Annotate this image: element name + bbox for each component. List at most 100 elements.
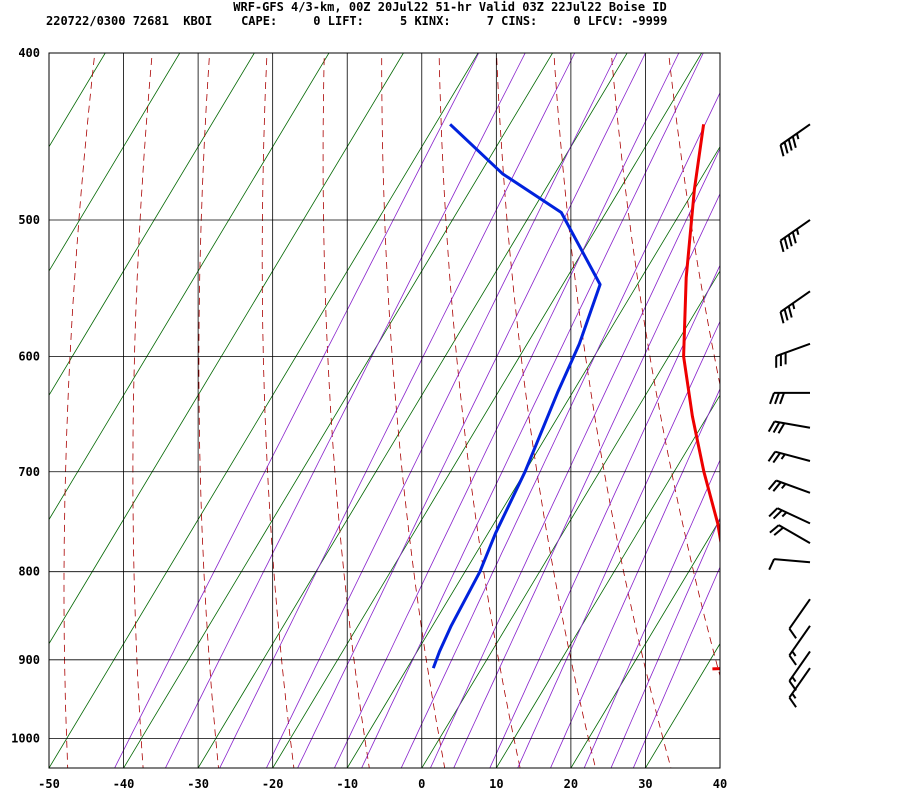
barb-feather (791, 231, 797, 244)
profile-series (431, 123, 720, 671)
wind-barb (779, 290, 811, 324)
barb-half-feather (791, 676, 797, 683)
x-tick-label: -40 (113, 777, 135, 791)
barb-feather (769, 392, 775, 405)
barb-feather (787, 138, 793, 151)
mixing-ratio-line (489, 264, 720, 768)
barb-feather (779, 240, 785, 253)
barb-staff (788, 625, 811, 656)
chart-title: WRF-GFS 4/3-km, 00Z 20Jul22 51-hr Valid … (233, 0, 667, 14)
isotherm-line (49, 53, 479, 768)
dry-adiabat-line (381, 53, 446, 768)
dry-adiabat-line (132, 53, 153, 768)
barb-feather (772, 421, 781, 434)
wind-barb (788, 598, 811, 639)
barb-staff (775, 479, 811, 494)
dry-adiabat-line (610, 53, 720, 678)
barb-half-feather (791, 303, 796, 310)
dry-adiabat-line (895, 34, 900, 775)
y-tick-label: 700 (18, 465, 40, 479)
mixing-ratio-line (453, 192, 720, 768)
dry-adiabat-line (838, 34, 900, 775)
barb-feather (772, 481, 782, 492)
isotherm-line (197, 53, 628, 768)
x-tick-label: 30 (638, 777, 652, 791)
y-tick-label: 800 (18, 565, 40, 579)
dry-adiabat-line (63, 53, 96, 768)
isotherm-line (49, 53, 181, 272)
dry-adiabat-line (781, 34, 900, 775)
barb-feather (788, 628, 797, 639)
barb-feather (767, 479, 777, 491)
barb-feather (783, 141, 789, 154)
barb-feather (773, 526, 784, 536)
barb-half-feather (780, 453, 786, 460)
barb-feather (774, 392, 780, 405)
barb-half-feather (781, 483, 787, 490)
x-tick-label: 40 (713, 777, 727, 791)
x-tick-label: -10 (336, 777, 358, 791)
dewpoint-line (431, 123, 602, 669)
x-tick-label: -50 (38, 777, 60, 791)
barb-feather (767, 421, 776, 433)
wind-barb (779, 219, 811, 253)
dry-adiabat-line (438, 53, 521, 768)
wind-barb (775, 342, 811, 368)
y-tick-label: 1000 (11, 732, 40, 746)
wind-barb (788, 667, 811, 708)
dry-adiabat-line (198, 53, 219, 768)
y-tick-label: 500 (18, 213, 40, 227)
barb-feather (788, 654, 797, 666)
mixing-ratio-line (610, 516, 720, 768)
barb-half-feather (795, 133, 800, 140)
wind-barb (767, 450, 811, 464)
barb-staff (788, 598, 811, 630)
barb-feather (772, 509, 783, 520)
barb-staff (774, 450, 811, 462)
barb-feather (787, 234, 793, 247)
isotherm-line (49, 53, 255, 397)
isotherm-line (346, 145, 720, 768)
barb-feather (779, 144, 785, 157)
isotherm-line (123, 53, 554, 768)
wind-barbs (767, 123, 811, 708)
y-tick-label: 600 (18, 349, 40, 363)
mixing-ratio-line (114, 53, 480, 768)
x-tick-label: 20 (564, 777, 578, 791)
temperature-line (682, 124, 720, 671)
background-lines (49, 34, 900, 775)
barb-feather (791, 136, 797, 148)
barb-staff (774, 420, 811, 429)
tick-labels: -50 -40 -30 -20 -10 0 10 20 30 40 400 500 600 700 800 9… (11, 46, 727, 791)
isotherm-line (49, 53, 404, 645)
barb-staff (779, 219, 811, 242)
x-tick-label: -20 (262, 777, 284, 791)
x-tick-label: 10 (489, 777, 503, 791)
mixing-ratio-line (333, 53, 680, 768)
barb-staff (779, 123, 811, 146)
wind-barb (767, 420, 811, 434)
barb-feather (777, 422, 786, 434)
grid (48, 52, 721, 768)
barb-feather (787, 305, 793, 318)
mixing-ratio-line (219, 53, 576, 768)
barb-half-feather (781, 511, 788, 518)
barb-feather (772, 452, 781, 464)
dry-adiabat-line (724, 34, 900, 775)
isotherm-line (495, 394, 720, 768)
mixing-ratio-line (400, 91, 720, 768)
barb-feather (767, 451, 777, 462)
y-tick-label: 400 (18, 46, 40, 60)
barb-half-feather (795, 228, 800, 236)
stats-line: 220722/0300 72681 KBOI CAPE: 0 LIFT: 5 K… (46, 14, 668, 28)
mixing-ratio-line (632, 566, 720, 768)
x-tick-label: 0 (418, 777, 425, 791)
isotherm-line (790, 34, 900, 775)
wind-barb (779, 123, 811, 157)
mixing-ratio-line (361, 53, 704, 768)
barb-staff (788, 650, 811, 682)
barb-half-feather (791, 650, 797, 657)
x-tick-label: -30 (187, 777, 209, 791)
barb-half-feather (791, 692, 797, 699)
